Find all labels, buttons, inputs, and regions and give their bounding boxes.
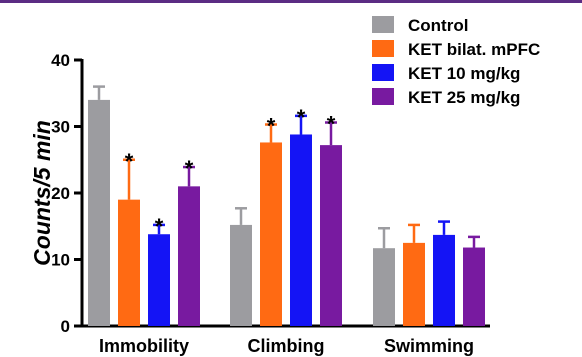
bar — [403, 242, 425, 326]
top-border — [0, 0, 582, 3]
x-category-label: Swimming — [384, 336, 474, 356]
bar — [178, 186, 200, 326]
legend-swatch — [372, 88, 394, 105]
bar — [118, 199, 140, 326]
x-axis: Immobility Climbing Swimming — [80, 324, 490, 356]
legend-swatch — [372, 40, 394, 57]
legend-label: KET 25 mg/kg — [408, 88, 520, 107]
significance-star: * — [267, 114, 276, 139]
y-tick-label: 0 — [61, 317, 70, 336]
significance-star: * — [185, 156, 194, 181]
y-tick-label: 10 — [51, 251, 70, 270]
bar — [320, 145, 342, 326]
bar — [463, 247, 485, 326]
significance-star: * — [327, 112, 336, 137]
bar — [88, 99, 110, 327]
significance-star: * — [297, 105, 306, 130]
bar — [290, 134, 312, 326]
y-axis: 0 10 20 30 40 — [51, 51, 84, 336]
bar — [148, 234, 170, 326]
bars: * * * * * * — [88, 85, 485, 327]
y-tick-label: 30 — [51, 118, 70, 137]
y-tick-label: 40 — [51, 51, 70, 70]
legend-label: KET 10 mg/kg — [408, 64, 520, 83]
legend: Control KET bilat. mPFC KET 10 mg/kg KET 25… — [372, 16, 540, 107]
legend-label: Control — [408, 16, 468, 35]
y-tick-label: 20 — [51, 184, 70, 203]
legend-swatch — [372, 16, 394, 33]
significance-star: * — [155, 214, 164, 239]
x-category-label: Immobility — [99, 336, 189, 356]
significance-star: * — [125, 149, 134, 174]
bar — [230, 224, 252, 326]
bar — [433, 234, 455, 326]
x-category-label: Climbing — [248, 336, 325, 356]
y-axis-title: Counts/5 min — [29, 120, 55, 266]
legend-swatch — [372, 64, 394, 81]
legend-label: KET bilat. mPFC — [408, 40, 540, 59]
bar — [260, 142, 282, 326]
bar — [373, 248, 395, 326]
